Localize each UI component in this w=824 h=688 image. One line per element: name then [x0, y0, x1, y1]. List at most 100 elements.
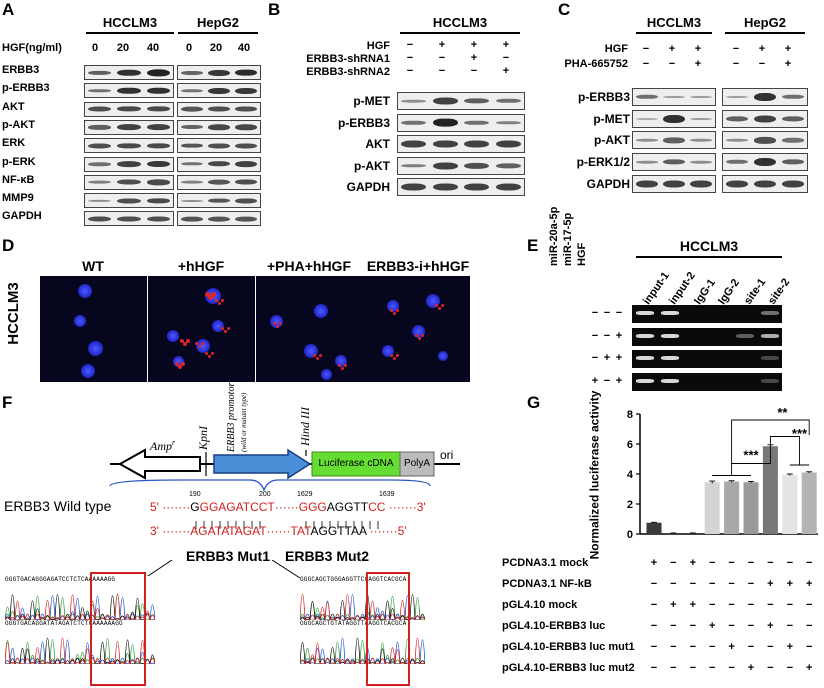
panel-e-lane-label: site-2	[766, 276, 793, 307]
panel-g-condition-mark: −	[728, 662, 735, 674]
panel-a-blot-hcclm3	[84, 174, 174, 190]
gel-band	[636, 378, 654, 383]
blot-band	[87, 180, 112, 184]
red-signal-dot	[183, 342, 187, 346]
panel-b-row-label: p-AKT	[354, 158, 390, 173]
panel-a-blot-hcclm3	[84, 211, 174, 227]
panel-g-condition-mark: −	[670, 662, 677, 674]
gel-band	[661, 311, 679, 315]
y-tick-label: 6	[627, 439, 633, 451]
panel-e-lane-label: IgG-2	[716, 276, 742, 307]
blot-band	[235, 161, 258, 167]
blot-band	[180, 216, 203, 222]
blot-band	[725, 180, 749, 188]
nucleus-dot	[212, 320, 224, 332]
panel-e-row-mark: −	[591, 329, 599, 342]
panel-b-row-label: AKT	[365, 137, 390, 151]
panel-a-dose: 40	[146, 42, 160, 54]
nucleus-dot	[196, 339, 210, 353]
panel-a-dose: 0	[91, 42, 99, 54]
y-tick-label: 0	[627, 529, 633, 541]
panel-b-mark: +	[502, 65, 510, 77]
gel-band	[636, 333, 654, 338]
panel-a-letter: A	[2, 0, 15, 19]
panel-e-side-label: miR-17-5p	[562, 212, 574, 266]
panel-b-mark: −	[406, 52, 414, 64]
blot-band	[690, 160, 713, 164]
trace-channel	[300, 594, 425, 620]
blot-band	[495, 183, 521, 191]
panel-b-blot	[397, 113, 525, 132]
panel-a-blot-hepg2	[177, 83, 261, 99]
bar	[685, 533, 701, 534]
red-signal-dot	[421, 334, 424, 337]
red-signal-dot	[211, 292, 216, 297]
panel-g-condition-mark: +	[689, 599, 697, 611]
panel-c-blot-hcclm3	[632, 153, 716, 172]
panel-a-cond-label: HGF(ng/ml)	[2, 42, 62, 54]
blot-band	[432, 140, 458, 148]
trace-peaks	[5, 637, 155, 664]
blot-band	[180, 162, 203, 166]
panel-c-mark: +	[784, 58, 792, 70]
blot-band	[725, 159, 749, 165]
panel-e-row-mark: −	[603, 329, 611, 342]
blot-band	[117, 198, 141, 204]
red-signal-dot	[344, 364, 347, 367]
blot-band	[753, 115, 777, 123]
panel-g-condition-mark: −	[650, 662, 658, 674]
red-signal-dot	[390, 354, 393, 357]
panel-e-row-mark: +	[615, 374, 623, 387]
red-signal-dot	[180, 339, 184, 343]
blot-band	[495, 120, 521, 125]
panel-a-blot-hcclm3	[84, 83, 174, 99]
panel-c-row-label: p-AKT	[594, 133, 630, 148]
panel-b-group-underline	[400, 32, 520, 34]
panel-g-condition-mark: −	[786, 662, 794, 674]
red-signal-dot	[441, 304, 444, 307]
blot-band	[180, 89, 203, 93]
panel-c-row-label: p-ERK1/2	[576, 155, 630, 170]
y-tick-label: 8	[627, 409, 633, 421]
blot-band	[208, 106, 230, 112]
panel-g-condition-mark: −	[786, 620, 794, 632]
panel-a-row-label: ERBB3	[2, 64, 40, 76]
sig-bracket	[769, 436, 800, 465]
blot-band	[432, 97, 458, 105]
blot-band	[87, 125, 112, 130]
trace-sequence: GGGTGACAGGATATAGATCTCTCAAAAAAGG	[5, 620, 123, 627]
nucleus-dot	[320, 368, 332, 380]
blot-band	[690, 180, 713, 188]
blot-band	[208, 179, 230, 185]
blot-band	[235, 179, 258, 185]
red-signal-dot	[178, 365, 182, 369]
panel-e-gel-row	[632, 327, 782, 346]
panel-g-condition-mark: +	[689, 557, 697, 569]
nucleus-dot	[172, 355, 184, 367]
blot-band	[725, 139, 749, 142]
panel-b-mark: +	[470, 39, 478, 51]
panel-c-cond-label: PHA-665752	[564, 58, 628, 70]
gel-band	[761, 356, 779, 360]
blot-band	[635, 94, 658, 100]
blot-band	[781, 94, 805, 100]
bar	[704, 482, 720, 534]
red-signal-dot	[218, 302, 221, 305]
red-signal-dot	[418, 337, 421, 340]
panel-g-condition-mark: −	[767, 557, 774, 569]
panel-b-letter: B	[268, 0, 281, 19]
trace-sequence: GGGCAGCTGGGAGGTTCCAGGTCACGCA	[300, 576, 407, 583]
red-signal-dot	[221, 299, 224, 302]
panel-b-mark: −	[406, 65, 414, 77]
red-signal-dot	[279, 322, 282, 325]
nucleus-dot	[81, 364, 95, 378]
y-tick-label: 4	[627, 469, 634, 481]
panel-e-gel-row	[632, 305, 782, 323]
panel-g-condition-label: pGL4.10 mock	[502, 599, 578, 611]
panel-e-row-mark: +	[591, 374, 599, 387]
panel-f-letter: F	[2, 393, 13, 412]
blot-band	[180, 70, 203, 75]
panel-g-condition-mark: −	[805, 641, 813, 653]
panel-c-row-label: GAPDH	[586, 176, 630, 191]
